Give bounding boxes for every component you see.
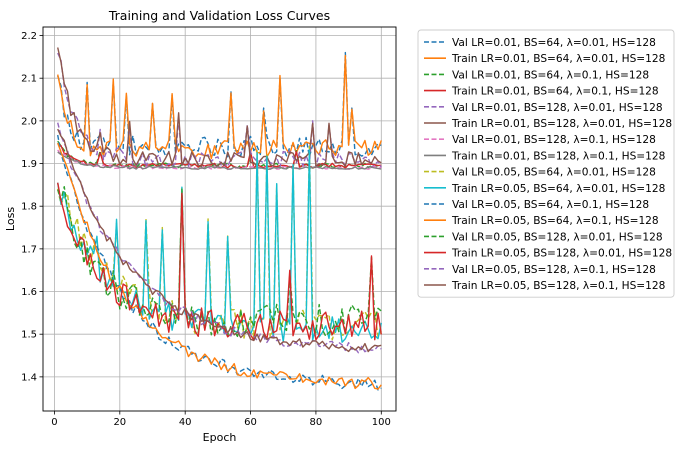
x-axis-ticks: 0 20 40 60 80 100 bbox=[51, 411, 391, 428]
legend-entry-label: Train LR=0.05, BS=64, λ=0.1, HS=128 bbox=[451, 215, 659, 227]
series-line bbox=[57, 151, 382, 170]
y-tick-label: 2.2 bbox=[21, 31, 37, 42]
series-line bbox=[57, 51, 382, 158]
chart-title: Training and Validation Loss Curves bbox=[108, 8, 330, 23]
x-tick-label: 0 bbox=[51, 417, 57, 428]
y-tick-label: 1.6 bbox=[21, 287, 37, 298]
x-tick-label: 80 bbox=[310, 417, 323, 428]
y-tick-label: 1.9 bbox=[21, 159, 37, 170]
grid bbox=[43, 27, 396, 411]
series-line bbox=[57, 54, 382, 160]
legend-entry-label: Train LR=0.01, BS=64, λ=0.1, HS=128 bbox=[451, 86, 659, 98]
legend: Val LR=0.01, BS=64, λ=0.01, HS=128 Train … bbox=[417, 29, 675, 298]
legend-entry-label: Val LR=0.01, BS=128, λ=0.1, HS=128 bbox=[452, 134, 656, 146]
y-axis-ticks: 1.4 1.5 1.6 1.7 1.8 1.9 2.0 2.1 2.2 bbox=[21, 31, 43, 383]
x-tick-label: 100 bbox=[372, 417, 391, 428]
plot-frame bbox=[42, 26, 397, 412]
legend-entry-label: Val LR=0.01, BS=64, λ=0.1, HS=128 bbox=[452, 69, 649, 81]
y-tick-label: 1.5 bbox=[21, 330, 37, 341]
legend-entry-label: Train LR=0.05, BS=128, λ=0.1, HS=128 bbox=[451, 280, 666, 292]
x-axis-label: Epoch bbox=[203, 431, 237, 444]
legend-entry-label: Train LR=0.05, BS=128, λ=0.01, HS=128 bbox=[451, 248, 672, 260]
series-line bbox=[57, 128, 382, 353]
y-tick-label: 2.0 bbox=[21, 116, 37, 127]
y-tick-label: 1.7 bbox=[21, 244, 37, 255]
legend-entry-label: Val LR=0.01, BS=128, λ=0.01, HS=128 bbox=[452, 102, 663, 114]
legend-entry-label: Val LR=0.05, BS=128, λ=0.01, HS=128 bbox=[452, 231, 663, 243]
series-line bbox=[57, 142, 382, 390]
y-axis-label: Loss bbox=[4, 207, 17, 231]
series-lines bbox=[57, 47, 382, 391]
x-tick-label: 40 bbox=[179, 417, 192, 428]
legend-entry-label: Train LR=0.05, BS=64, λ=0.01, HS=128 bbox=[451, 183, 666, 195]
legend-entry-label: Val LR=0.01, BS=64, λ=0.01, HS=128 bbox=[452, 37, 656, 49]
legend-entry-label: Train LR=0.01, BS=128, λ=0.1, HS=128 bbox=[451, 150, 666, 162]
x-tick-label: 20 bbox=[113, 417, 126, 428]
legend-entry-label: Val LR=0.05, BS=128, λ=0.1, HS=128 bbox=[452, 264, 656, 276]
series-line bbox=[57, 47, 382, 168]
series-line bbox=[57, 185, 382, 338]
y-tick-label: 1.8 bbox=[21, 202, 37, 213]
y-tick-label: 1.4 bbox=[21, 372, 37, 383]
legend-entry-label: Train LR=0.01, BS=128, λ=0.01, HS=128 bbox=[451, 118, 672, 130]
legend-frame bbox=[417, 29, 675, 298]
y-tick-label: 2.1 bbox=[21, 74, 37, 85]
series-line bbox=[57, 149, 382, 343]
legend-entry-label: Val LR=0.05, BS=64, λ=0.1, HS=128 bbox=[452, 199, 649, 211]
legend-entry-label: Train LR=0.01, BS=64, λ=0.01, HS=128 bbox=[451, 53, 666, 65]
x-tick-label: 60 bbox=[244, 417, 257, 428]
series-line bbox=[57, 145, 382, 341]
legend-entry-label: Val LR=0.05, BS=64, λ=0.01, HS=128 bbox=[452, 167, 656, 179]
